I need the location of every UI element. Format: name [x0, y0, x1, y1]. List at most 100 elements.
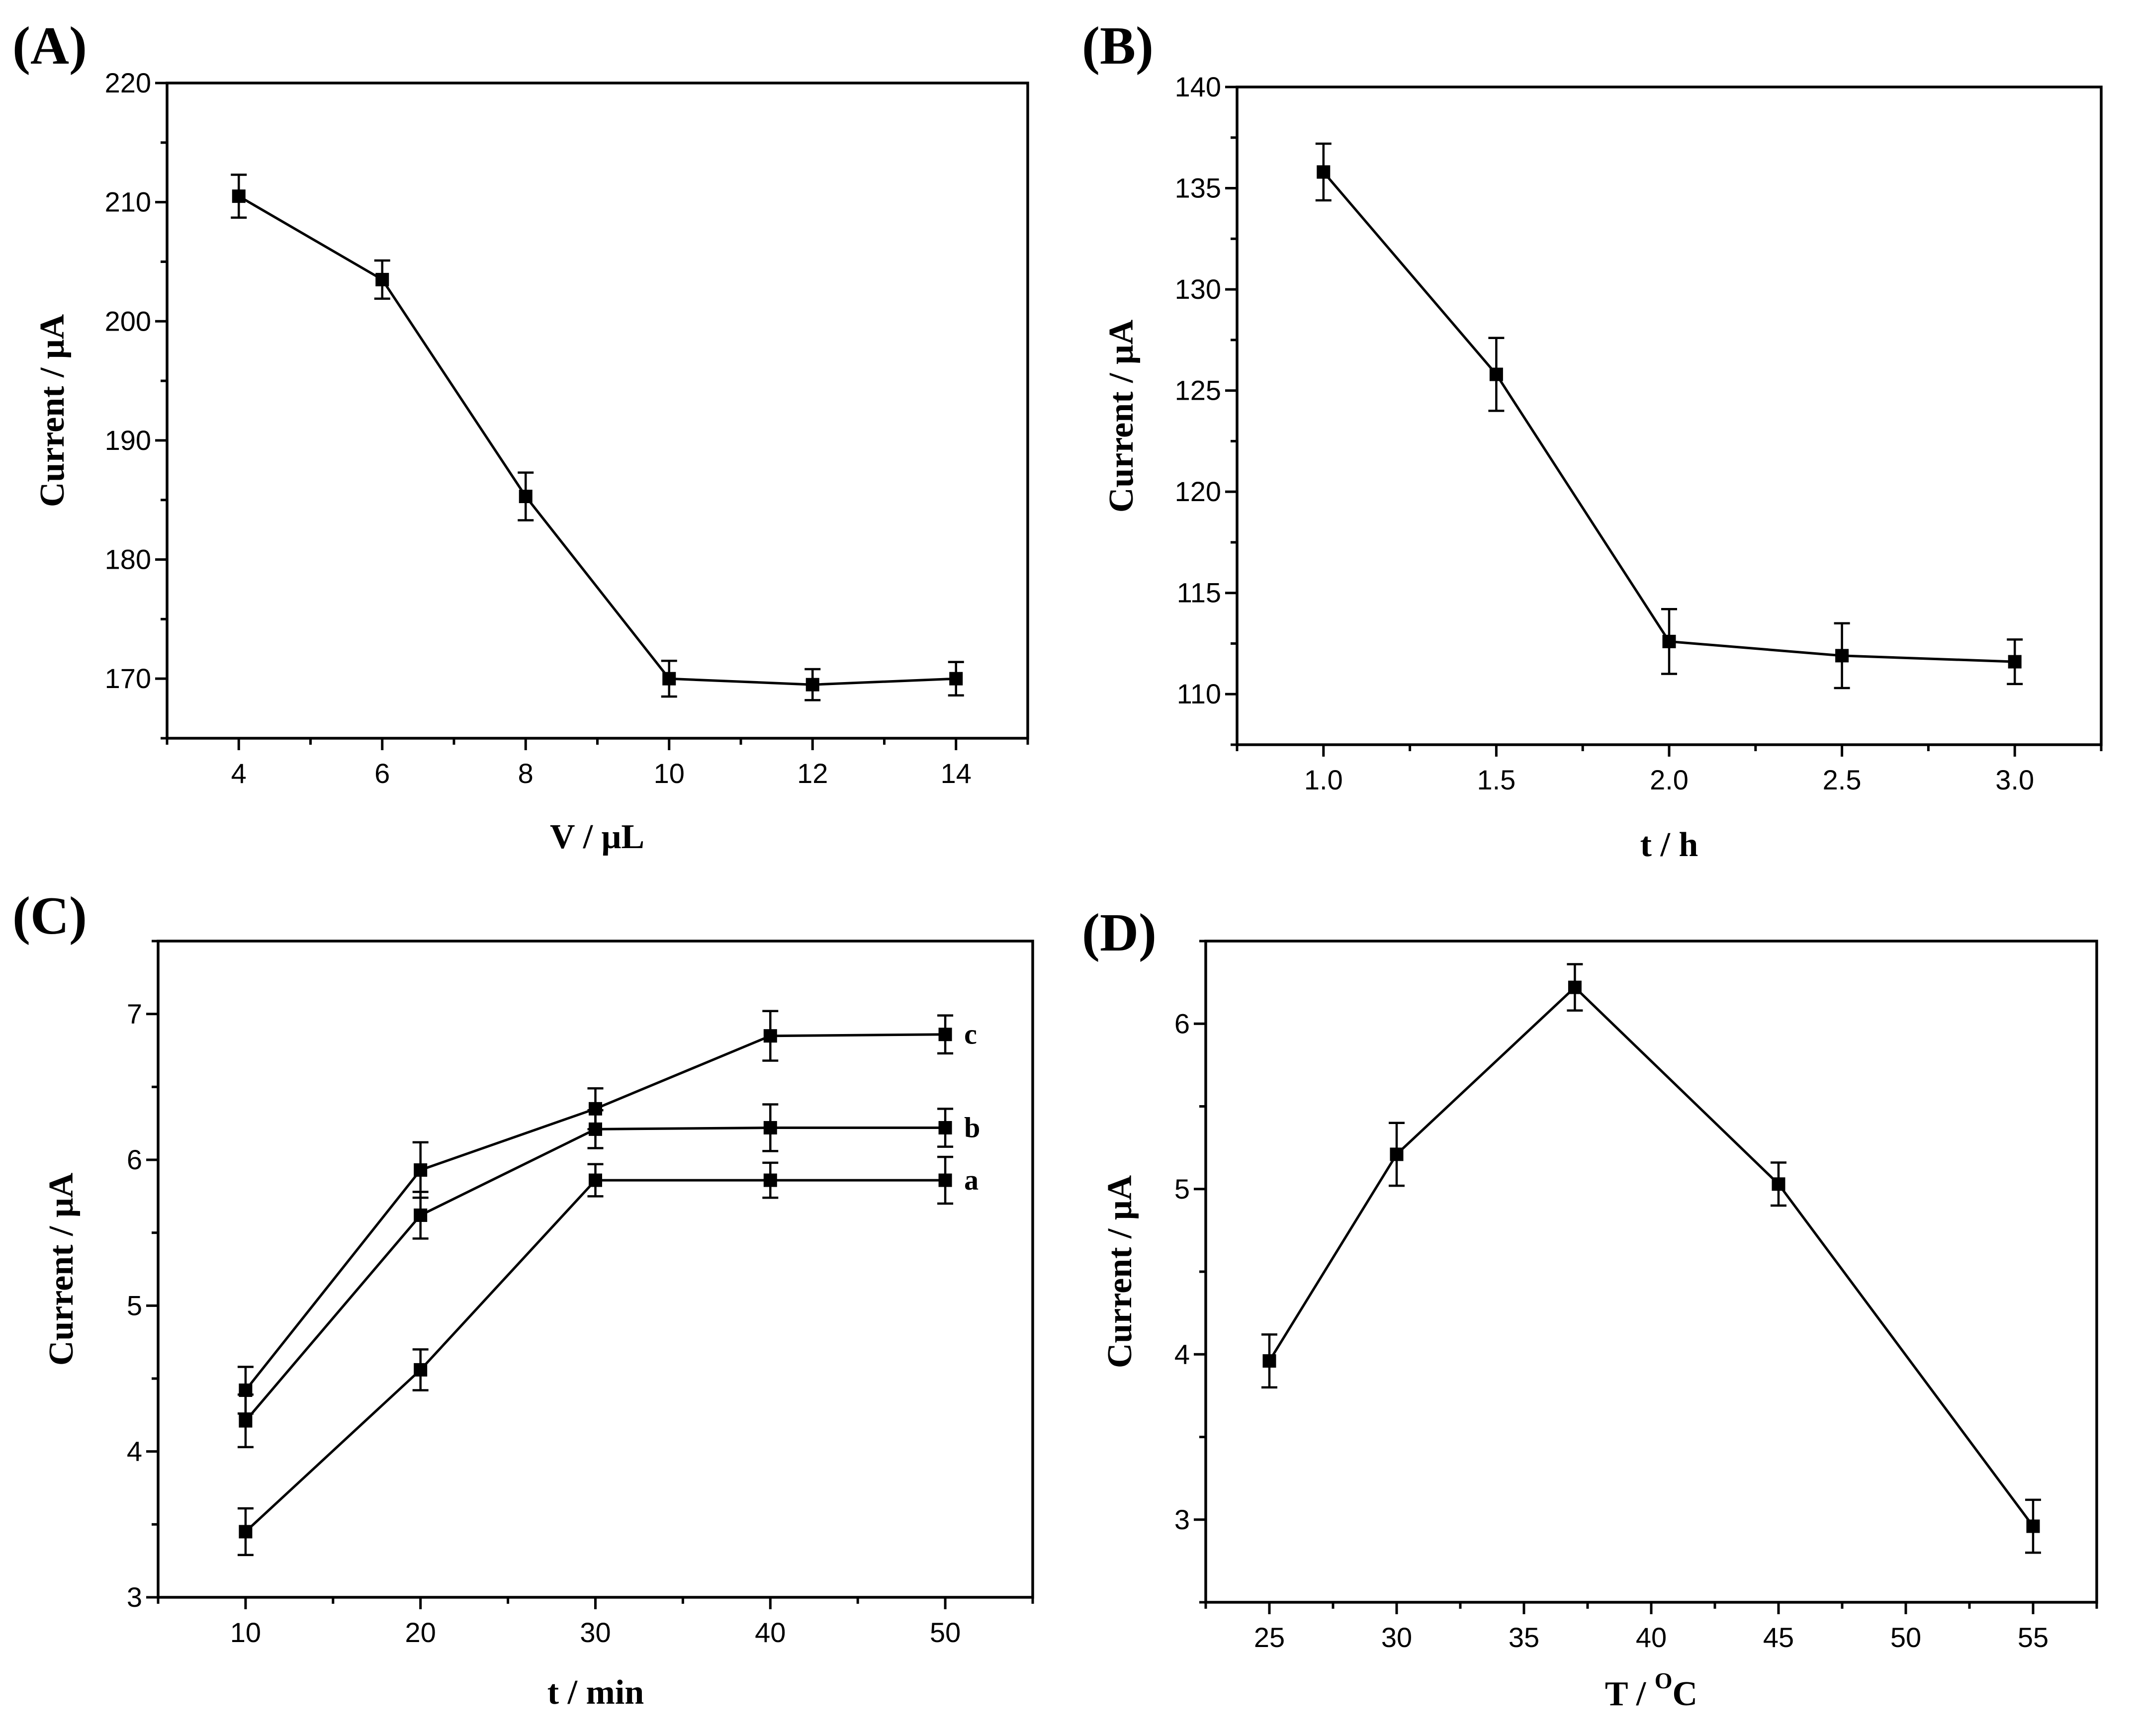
panel-b-y-title: Current / μA [1102, 319, 1141, 513]
panel-d-series-line [1268, 985, 2035, 1527]
panel-c-data-point [239, 1414, 253, 1428]
panel-b-x-tick-label: 2.5 [1823, 764, 1862, 795]
panel-b-x-tick-label: 3.0 [1995, 764, 2034, 795]
panel-d-data-point [2026, 1519, 2040, 1533]
panel-c-label: (C) [12, 886, 87, 946]
panel-a-x-tick-label: 4 [231, 758, 247, 789]
panel-c-series-label-b: b [964, 1111, 980, 1143]
panel-b-data-point [1835, 649, 1849, 663]
panel-c-x-title: t / min [547, 1673, 644, 1712]
panel-c-y-tick-label: 3 [127, 1581, 142, 1613]
panel-a-y-tick-label: 210 [105, 186, 151, 218]
panel-d-y-title: Current / μA [1101, 1175, 1139, 1368]
panel-d-x-title-end: C [1673, 1675, 1698, 1713]
panel-a-data-point [519, 490, 533, 504]
panel-c-x-tick-label: 30 [580, 1617, 611, 1648]
panel-d-label: (D) [1082, 903, 1157, 962]
panel-c-data-point [414, 1363, 428, 1377]
panel-c-x-axis: 10 20 30 40 50 [157, 1597, 1034, 1648]
panel-a-y-tick-label: 180 [105, 544, 151, 575]
panel-a-y-tick-label: 200 [105, 305, 151, 337]
panel-b-data-point [2008, 655, 2022, 669]
panel-c-x-tick-label: 50 [930, 1617, 961, 1648]
panel-b-y-tick-label: 140 [1175, 71, 1221, 102]
panel-a-data-point [375, 272, 389, 286]
panel-b-y-axis: 110 115 120 125 130 135 140 [1175, 71, 1237, 746]
panel-d-x-tick-label: 30 [1381, 1622, 1412, 1653]
panel-c-data-point [589, 1102, 602, 1116]
panel-c-x-tick-label: 10 [230, 1617, 261, 1648]
panel-c-data-point [938, 1173, 952, 1187]
panel-c-series-label-a: a [964, 1164, 979, 1196]
panel-b-y-tick-label: 125 [1175, 375, 1221, 406]
panel-a-x-tick-label: 12 [797, 758, 828, 789]
panel-a-data-point [949, 672, 963, 686]
panel-a-x-tick-label: 10 [654, 758, 685, 789]
panel-c-data-point [938, 1121, 952, 1134]
panel-d-x-tick-label: 40 [1636, 1622, 1667, 1653]
panel-c-y-tick-label: 5 [127, 1290, 142, 1321]
panel-b-y-tick-label: 110 [1177, 678, 1221, 709]
panel-b-y-tick-label: 130 [1175, 273, 1221, 305]
panel-c-series-label-c: c [964, 1018, 977, 1050]
panel-b-data-point [1662, 634, 1676, 648]
panel-d-x-axis: 25 30 35 40 45 50 55 [1204, 1602, 2098, 1653]
panel-c-y-title: Current / μA [42, 1172, 81, 1366]
panel-d-y-tick-label: 6 [1174, 1008, 1190, 1039]
panel-a-x-tick-label: 6 [374, 758, 390, 789]
panel-c-y-axis: 3 4 5 6 7 [127, 940, 158, 1613]
panel-a-series-line [238, 195, 956, 686]
panel-c-data-point [589, 1173, 602, 1187]
panel-d-y-tick-label: 5 [1174, 1173, 1190, 1205]
panel-c-frame [157, 940, 1034, 1599]
panel-c-data-point [938, 1028, 952, 1042]
panel-b-x-title: t / h [1640, 826, 1698, 864]
panel-d-y-tick-label: 3 [1174, 1504, 1190, 1535]
panel-a-x-tick-label: 14 [941, 758, 972, 789]
panel-b-y-tick-label: 115 [1177, 577, 1221, 608]
panel-a-plot [231, 174, 964, 701]
panel-a-y-tick-label: 220 [105, 67, 151, 98]
panel-b-data-point [1489, 367, 1503, 381]
panel-a-data-point [232, 189, 246, 203]
panel-d-x-title: T / OC [1605, 1668, 1697, 1713]
panel-c-data-point [763, 1121, 777, 1134]
panel-a-y-tick-label: 170 [105, 663, 151, 694]
panel-b-plot [1315, 142, 2023, 690]
panel-c-series-line-a [245, 1179, 946, 1533]
panel-d-x-title-main: T / [1605, 1675, 1655, 1713]
panel-c-y-tick-label: 6 [127, 1144, 142, 1175]
panel-b-x-tick-label: 2.0 [1650, 764, 1689, 795]
panel-b-series-line [1322, 171, 2015, 663]
panel-c-data-point [414, 1208, 428, 1222]
panel-d-data-point [1262, 1354, 1276, 1368]
panel-c-data-point [239, 1525, 253, 1539]
panel-c-data-point [763, 1173, 777, 1187]
panel-c-x-tick-label: 40 [755, 1617, 786, 1648]
panel-d-frame [1204, 940, 2098, 1604]
panel-a-data-point [805, 678, 819, 692]
panel-b: (B) 110 115 120 125 130 135 140 1.0 1.5 2.0 2.5 3.… [1082, 16, 2103, 864]
panel-b-x-tick-label: 1.5 [1477, 764, 1515, 795]
panel-a-y-title: Current / μA [33, 314, 72, 507]
panel-b-x-tick-label: 1.0 [1304, 764, 1343, 795]
panel-d-plot [1261, 963, 2041, 1554]
panel-d-x-title-superscript: O [1655, 1668, 1673, 1693]
panel-c-y-tick-label: 7 [127, 998, 142, 1030]
panel-a-label: (A) [12, 16, 87, 76]
panel-a-x-title: V / μL [550, 818, 644, 856]
panel-d-x-tick-label: 25 [1254, 1622, 1285, 1653]
panel-a-x-tick-label: 8 [518, 758, 534, 789]
panel-b-label: (B) [1082, 16, 1154, 76]
panel-a-frame [166, 82, 1029, 740]
panel-d-x-tick-label: 35 [1509, 1622, 1539, 1653]
panel-a-data-point [662, 672, 676, 686]
panel-d-x-tick-label: 50 [1890, 1622, 1921, 1653]
panel-b-x-axis: 1.0 1.5 2.0 2.5 3.0 [1236, 745, 2103, 795]
panel-c-x-tick-label: 20 [405, 1617, 436, 1648]
panel-b-y-tick-label: 120 [1175, 476, 1221, 507]
panel-c-data-point [239, 1383, 253, 1397]
panel-d-data-point [1390, 1147, 1404, 1161]
